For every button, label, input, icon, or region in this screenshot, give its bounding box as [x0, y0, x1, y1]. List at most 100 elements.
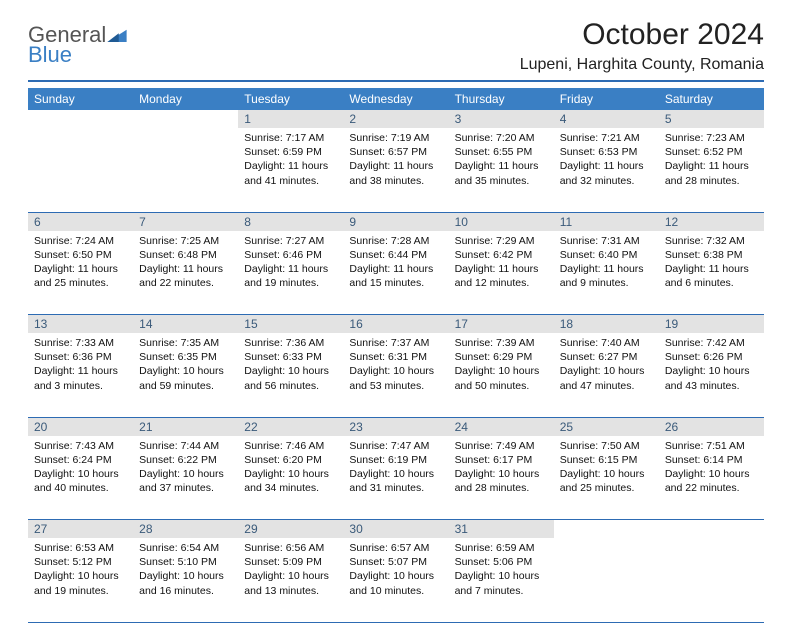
day-cell-body: Sunrise: 6:54 AMSunset: 5:10 PMDaylight:…: [133, 538, 238, 602]
sunset-text: Sunset: 6:38 PM: [665, 248, 758, 262]
day-number: 17: [449, 315, 554, 333]
day-number: 30: [343, 520, 448, 538]
sunrise-text: Sunrise: 7:27 AM: [244, 234, 337, 248]
day-cell: Sunrise: 7:21 AMSunset: 6:53 PMDaylight:…: [554, 128, 659, 212]
daylight-text: Daylight: 10 hours and 34 minutes.: [244, 467, 337, 495]
day-cell: Sunrise: 6:54 AMSunset: 5:10 PMDaylight:…: [133, 538, 238, 622]
day-cell-body: Sunrise: 7:51 AMSunset: 6:14 PMDaylight:…: [659, 436, 764, 500]
day-number-cell: 10: [449, 212, 554, 231]
day-number-cell: 1: [238, 110, 343, 128]
day-number-cell: [659, 520, 764, 539]
sunset-text: Sunset: 5:07 PM: [349, 555, 442, 569]
day-content-row: Sunrise: 6:53 AMSunset: 5:12 PMDaylight:…: [28, 538, 764, 622]
sunset-text: Sunset: 5:12 PM: [34, 555, 127, 569]
day-number-cell: 6: [28, 212, 133, 231]
daylight-text: Daylight: 10 hours and 25 minutes.: [560, 467, 653, 495]
day-cell: Sunrise: 7:49 AMSunset: 6:17 PMDaylight:…: [449, 436, 554, 520]
daylight-text: Daylight: 11 hours and 35 minutes.: [455, 159, 548, 187]
daylight-text: Daylight: 11 hours and 15 minutes.: [349, 262, 442, 290]
day-number-cell: [28, 110, 133, 128]
sunrise-text: Sunrise: 6:54 AM: [139, 541, 232, 555]
day-number: [28, 110, 133, 128]
day-cell-body: Sunrise: 7:19 AMSunset: 6:57 PMDaylight:…: [343, 128, 448, 192]
daylight-text: Daylight: 10 hours and 50 minutes.: [455, 364, 548, 392]
sunset-text: Sunset: 6:50 PM: [34, 248, 127, 262]
sunset-text: Sunset: 6:15 PM: [560, 453, 653, 467]
sunrise-text: Sunrise: 7:39 AM: [455, 336, 548, 350]
calendar-table: Sunday Monday Tuesday Wednesday Thursday…: [28, 88, 764, 623]
day-number-cell: 9: [343, 212, 448, 231]
sunrise-text: Sunrise: 6:53 AM: [34, 541, 127, 555]
sunset-text: Sunset: 6:24 PM: [34, 453, 127, 467]
day-cell-body: Sunrise: 7:46 AMSunset: 6:20 PMDaylight:…: [238, 436, 343, 500]
day-cell: Sunrise: 6:53 AMSunset: 5:12 PMDaylight:…: [28, 538, 133, 622]
day-number: 5: [659, 110, 764, 128]
daylight-text: Daylight: 10 hours and 16 minutes.: [139, 569, 232, 597]
day-number-cell: 25: [554, 417, 659, 436]
day-cell-body: Sunrise: 6:56 AMSunset: 5:09 PMDaylight:…: [238, 538, 343, 602]
daylight-text: Daylight: 10 hours and 28 minutes.: [455, 467, 548, 495]
daylight-text: Daylight: 11 hours and 22 minutes.: [139, 262, 232, 290]
day-cell: Sunrise: 7:39 AMSunset: 6:29 PMDaylight:…: [449, 333, 554, 417]
calendar-body: 12345Sunrise: 7:17 AMSunset: 6:59 PMDayl…: [28, 110, 764, 622]
day-number-cell: 5: [659, 110, 764, 128]
logo-text-blue: Blue: [28, 42, 72, 67]
day-content-row: Sunrise: 7:24 AMSunset: 6:50 PM Daylight:…: [28, 231, 764, 315]
day-cell: Sunrise: 7:32 AMSunset: 6:38 PMDaylight:…: [659, 231, 764, 315]
sunrise-text: Sunrise: 7:24 AM: [34, 234, 127, 248]
sunrise-text: Sunrise: 7:43 AM: [34, 439, 127, 453]
day-number: 21: [133, 418, 238, 436]
day-cell: Sunrise: 6:56 AMSunset: 5:09 PMDaylight:…: [238, 538, 343, 622]
day-number: 13: [28, 315, 133, 333]
daylight-text: Daylight: 11 hours and 28 minutes.: [665, 159, 758, 187]
day-cell-body: Sunrise: 7:40 AMSunset: 6:27 PMDaylight:…: [554, 333, 659, 397]
day-number-cell: 18: [554, 315, 659, 334]
sunset-text: Sunset: 6:33 PM: [244, 350, 337, 364]
page-header: GeneralBlue October 2024 Lupeni, Harghit…: [28, 18, 764, 82]
day-cell-body: Sunrise: 6:59 AMSunset: 5:06 PMDaylight:…: [449, 538, 554, 602]
sunset-text: Sunset: 6:14 PM: [665, 453, 758, 467]
day-number-row: 12345: [28, 110, 764, 128]
day-cell: [659, 538, 764, 622]
sunrise-text: Sunrise: 7:25 AM: [139, 234, 232, 248]
weekday-header: Wednesday: [343, 88, 448, 110]
day-number: 25: [554, 418, 659, 436]
day-cell: Sunrise: 7:19 AMSunset: 6:57 PMDaylight:…: [343, 128, 448, 212]
day-number-cell: 27: [28, 520, 133, 539]
daylight-text: Daylight: 10 hours and 43 minutes.: [665, 364, 758, 392]
day-number: 14: [133, 315, 238, 333]
day-number: [554, 520, 659, 538]
day-number-cell: 29: [238, 520, 343, 539]
day-cell-body: Sunrise: 7:47 AMSunset: 6:19 PMDaylight:…: [343, 436, 448, 500]
day-cell-body: Sunrise: 7:50 AMSunset: 6:15 PMDaylight:…: [554, 436, 659, 500]
sunrise-text: Sunrise: 7:29 AM: [455, 234, 548, 248]
day-cell-body: Sunrise: 7:29 AMSunset: 6:42 PMDaylight:…: [449, 231, 554, 295]
daylight-text: Daylight: 10 hours and 19 minutes.: [34, 569, 127, 597]
day-content-row: Sunrise: 7:17 AMSunset: 6:59 PMDaylight:…: [28, 128, 764, 212]
weekday-header: Sunday: [28, 88, 133, 110]
day-number: 27: [28, 520, 133, 538]
sunset-text: Sunset: 5:06 PM: [455, 555, 548, 569]
day-number-row: 6789101112: [28, 212, 764, 231]
sunset-text: Sunset: 6:46 PM: [244, 248, 337, 262]
day-number: 23: [343, 418, 448, 436]
day-number-cell: 4: [554, 110, 659, 128]
day-number-row: 2728293031: [28, 520, 764, 539]
day-number-cell: 23: [343, 417, 448, 436]
day-cell-body: Sunrise: 7:36 AMSunset: 6:33 PMDaylight:…: [238, 333, 343, 397]
sunrise-text: Sunrise: 7:44 AM: [139, 439, 232, 453]
sunrise-text: Sunrise: 6:59 AM: [455, 541, 548, 555]
day-cell: [28, 128, 133, 212]
day-number-cell: 26: [659, 417, 764, 436]
day-number-cell: 2: [343, 110, 448, 128]
day-cell: Sunrise: 7:24 AMSunset: 6:50 PMDaylight:…: [28, 231, 133, 315]
daylight-text: Daylight: 10 hours and 10 minutes.: [349, 569, 442, 597]
day-number-cell: 20: [28, 417, 133, 436]
sunset-text: Sunset: 6:29 PM: [455, 350, 548, 364]
day-cell-body: Sunrise: 7:33 AMSunset: 6:36 PMDaylight:…: [28, 333, 133, 397]
day-number: 18: [554, 315, 659, 333]
daylight-text: Daylight: 10 hours and 53 minutes.: [349, 364, 442, 392]
day-number: 11: [554, 213, 659, 231]
sunset-text: Sunset: 6:42 PM: [455, 248, 548, 262]
sunrise-text: Sunrise: 7:28 AM: [349, 234, 442, 248]
